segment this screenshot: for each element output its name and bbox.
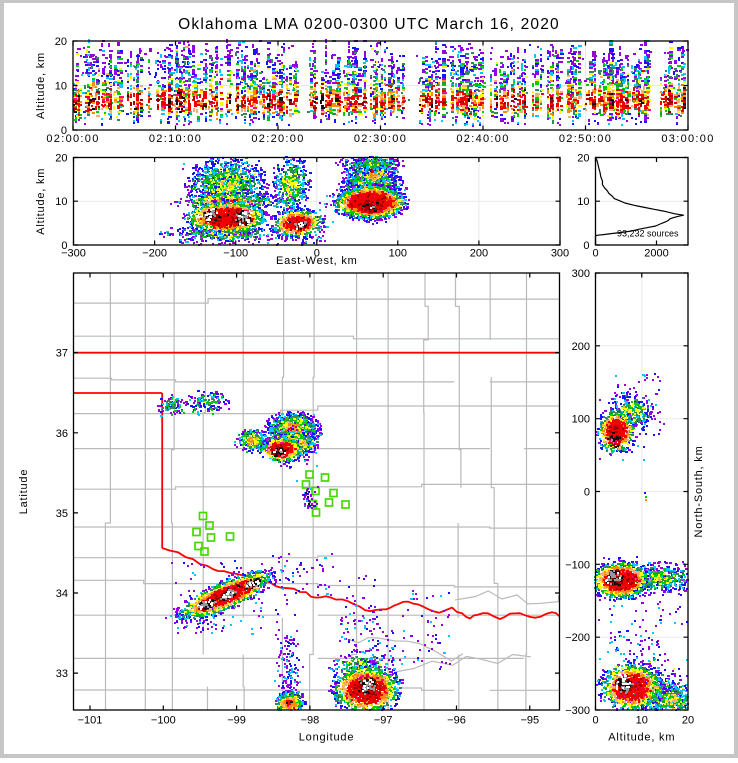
svg-text:10: 10 [55, 196, 67, 208]
svg-text:−98: −98 [301, 715, 320, 727]
svg-text:10: 10 [55, 81, 67, 93]
svg-text:100: 100 [572, 414, 590, 426]
svg-text:02:10:00: 02:10:00 [149, 133, 202, 145]
svg-text:20: 20 [55, 153, 67, 165]
svg-text:0: 0 [584, 487, 590, 499]
svg-text:−100: −100 [565, 559, 590, 571]
svg-text:20: 20 [682, 715, 694, 727]
svg-text:Altitude, km: Altitude, km [608, 731, 675, 743]
svg-text:2000: 2000 [644, 248, 668, 260]
svg-text:−99: −99 [227, 715, 246, 727]
svg-text:20: 20 [577, 153, 589, 165]
svg-text:0: 0 [314, 248, 320, 260]
svg-text:0: 0 [583, 240, 589, 252]
svg-text:35: 35 [56, 508, 68, 520]
svg-text:200: 200 [470, 248, 488, 260]
svg-text:200: 200 [572, 341, 590, 353]
svg-text:−97: −97 [374, 715, 393, 727]
svg-text:02:40:00: 02:40:00 [456, 133, 509, 145]
svg-text:−200: −200 [565, 632, 590, 644]
svg-text:33: 33 [56, 668, 68, 680]
svg-text:34: 34 [56, 588, 68, 600]
svg-text:300: 300 [572, 268, 590, 280]
svg-text:93,232 sources: 93,232 sources [617, 229, 679, 239]
svg-text:Altitude, km: Altitude, km [35, 168, 47, 235]
svg-text:37: 37 [56, 348, 68, 360]
svg-text:Altitude, km: Altitude, km [35, 52, 47, 119]
svg-text:−96: −96 [447, 715, 466, 727]
svg-text:20: 20 [55, 36, 67, 48]
svg-text:02:30:00: 02:30:00 [354, 133, 407, 145]
svg-text:−100: −100 [223, 248, 248, 260]
svg-text:10: 10 [577, 196, 589, 208]
svg-text:−200: −200 [142, 248, 167, 260]
svg-text:36: 36 [56, 428, 68, 440]
svg-text:Longitude: Longitude [299, 731, 355, 743]
svg-text:03:00:00: 03:00:00 [661, 133, 714, 145]
svg-text:−101: −101 [78, 715, 103, 727]
svg-text:10: 10 [636, 715, 648, 727]
svg-text:02:00:00: 02:00:00 [46, 133, 99, 145]
svg-text:300: 300 [551, 248, 569, 260]
svg-text:−100: −100 [151, 715, 176, 727]
svg-text:100: 100 [389, 248, 407, 260]
svg-text:Latitude: Latitude [18, 469, 30, 515]
svg-text:East-West, km: East-West, km [276, 255, 358, 267]
svg-text:0: 0 [592, 715, 598, 727]
svg-text:−300: −300 [565, 705, 590, 717]
svg-text:0: 0 [592, 248, 598, 260]
svg-text:−300: −300 [61, 248, 86, 260]
svg-text:−95: −95 [520, 715, 539, 727]
svg-text:02:20:00: 02:20:00 [251, 133, 304, 145]
svg-text:02:50:00: 02:50:00 [559, 133, 612, 145]
svg-text:0: 0 [61, 125, 67, 137]
svg-text:Oklahoma LMA 0200-0300 UTC Mar: Oklahoma LMA 0200-0300 UTC March 16, 202… [178, 16, 560, 33]
svg-text:North-South, km: North-South, km [693, 445, 705, 537]
svg-text:0: 0 [61, 240, 67, 252]
